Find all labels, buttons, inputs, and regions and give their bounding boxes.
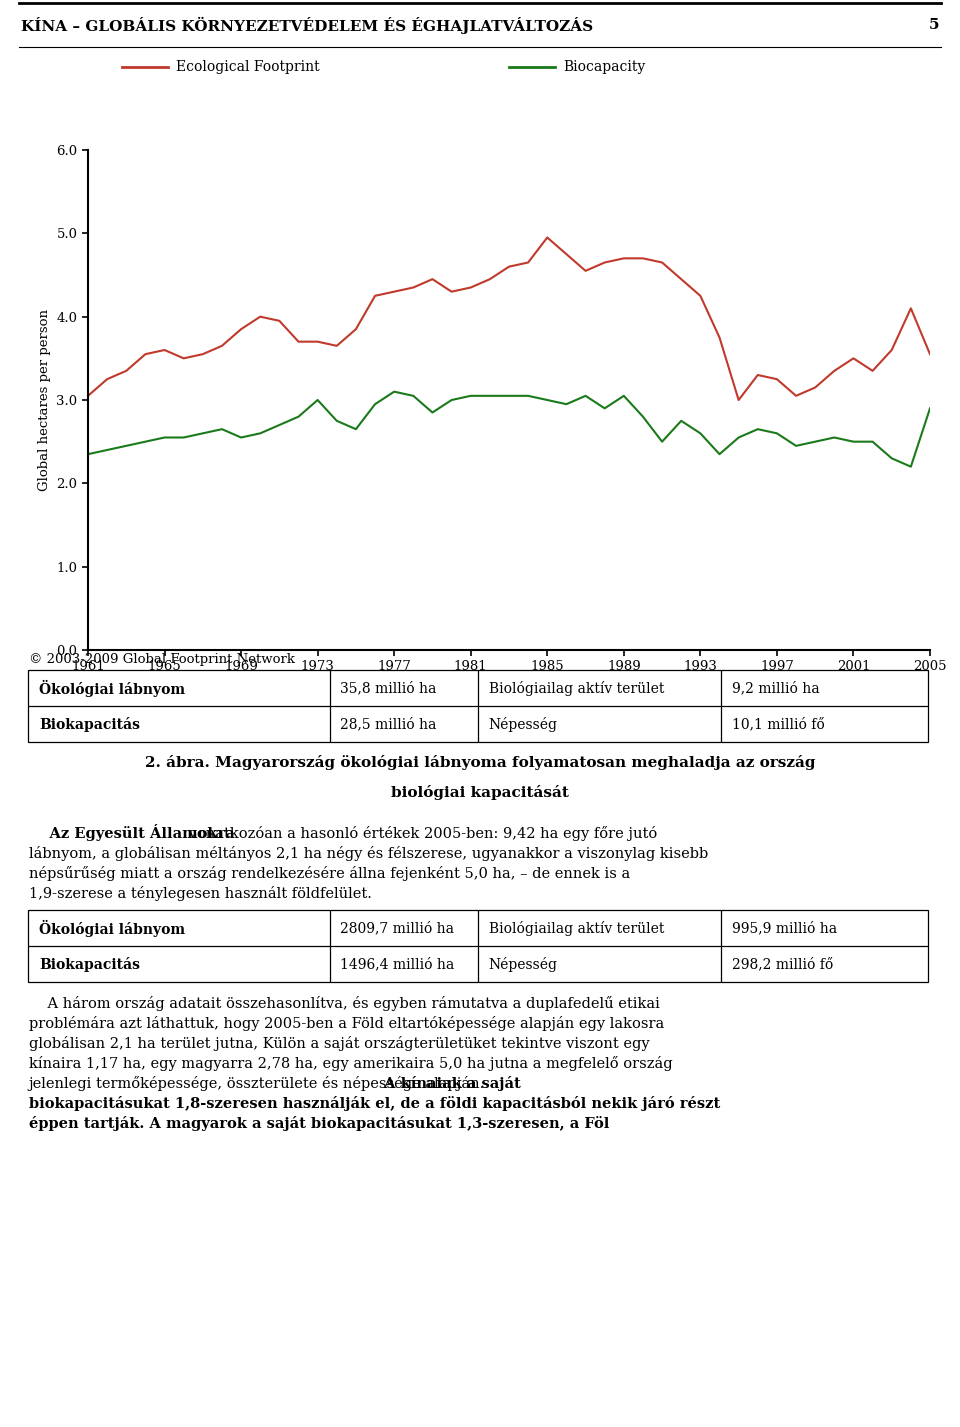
Text: A kínaiak a saját: A kínaiak a saját bbox=[379, 1076, 521, 1092]
Text: Ecological Footprint: Ecological Footprint bbox=[177, 60, 320, 74]
Text: Biocapacity: Biocapacity bbox=[564, 60, 646, 74]
Text: 5: 5 bbox=[928, 19, 939, 31]
Text: Ökológiai lábnyom: Ökológiai lábnyom bbox=[38, 919, 185, 936]
Text: globálisan 2,1 ha terület jutna, Külön a saját országterületüket tekintve viszon: globálisan 2,1 ha terület jutna, Külön a… bbox=[29, 1036, 649, 1052]
Text: Népesség: Népesség bbox=[489, 956, 558, 972]
Text: éppen tartják. A magyarok a saját biokapacitásukat 1,3-szeresen, a Föl: éppen tartják. A magyarok a saját biokap… bbox=[29, 1116, 610, 1132]
Text: vonatkozóan a hasonló értékek 2005-ben: 9,42 ha egy főre jutó: vonatkozóan a hasonló értékek 2005-ben: … bbox=[183, 826, 657, 841]
Text: 28,5 millió ha: 28,5 millió ha bbox=[340, 716, 437, 731]
Text: 995,9 millió ha: 995,9 millió ha bbox=[732, 920, 837, 935]
Text: 1496,4 millió ha: 1496,4 millió ha bbox=[340, 958, 454, 970]
Text: 35,8 millió ha: 35,8 millió ha bbox=[340, 681, 437, 695]
Text: Ökológiai lábnyom: Ökológiai lábnyom bbox=[38, 679, 185, 696]
Text: A három ország adatait összehasonlítva, és egyben rámutatva a duplafedelű etikai: A három ország adatait összehasonlítva, … bbox=[29, 996, 660, 1010]
Text: biokapacitásukat 1,8-szeresen használják el, de a földi kapacitásból nekik járó : biokapacitásukat 1,8-szeresen használják… bbox=[29, 1096, 720, 1112]
Text: biológiai kapacitását: biológiai kapacitását bbox=[391, 785, 569, 801]
Text: 2809,7 millió ha: 2809,7 millió ha bbox=[340, 920, 454, 935]
Text: Biokapacitás: Biokapacitás bbox=[38, 716, 140, 732]
Text: 298,2 millió fő: 298,2 millió fő bbox=[732, 958, 833, 970]
Text: kínaira 1,17 ha, egy magyarra 2,78 ha, egy amerikaira 5,0 ha jutna a megfelelő o: kínaira 1,17 ha, egy magyarra 2,78 ha, e… bbox=[29, 1056, 672, 1072]
Text: 9,2 millió ha: 9,2 millió ha bbox=[732, 681, 820, 695]
Text: KÍNA – GLOBÁLIS KÖRNYEZETVÉDELEM ÉS ÉGHAJLATVÁLTOZÁS: KÍNA – GLOBÁLIS KÖRNYEZETVÉDELEM ÉS ÉGHA… bbox=[21, 17, 593, 34]
Text: Az Egyesült Államokra: Az Egyesült Államokra bbox=[29, 823, 234, 841]
Text: Biológiailag aktív terület: Biológiailag aktív terület bbox=[489, 920, 664, 936]
Text: problémára azt láthattuk, hogy 2005-ben a Föld eltartóképessége alapján egy lako: problémára azt láthattuk, hogy 2005-ben … bbox=[29, 1016, 664, 1030]
Text: népsűrűség miatt a ország rendelkezésére állna fejenként 5,0 ha, – de ennek is a: népsűrűség miatt a ország rendelkezésére… bbox=[29, 866, 630, 880]
Text: lábnyom, a globálisan méltányos 2,1 ha négy és félszerese, ugyanakkor a viszonyl: lábnyom, a globálisan méltányos 2,1 ha n… bbox=[29, 846, 708, 860]
Y-axis label: Global hectares per person: Global hectares per person bbox=[37, 310, 51, 491]
Text: 1,9-szerese a ténylegesen használt földfelület.: 1,9-szerese a ténylegesen használt földf… bbox=[29, 886, 372, 900]
Text: Biológiailag aktív terület: Biológiailag aktív terület bbox=[489, 681, 664, 695]
Text: Biokapacitás: Biokapacitás bbox=[38, 956, 140, 972]
Text: Népesség: Népesség bbox=[489, 716, 558, 732]
Text: © 2003-2009 Global Footprint Network: © 2003-2009 Global Footprint Network bbox=[29, 652, 295, 665]
Text: 2. ábra. Magyarország ökológiai lábnyoma folyamatosan meghaladja az ország: 2. ábra. Magyarország ökológiai lábnyoma… bbox=[145, 755, 815, 771]
Text: jelenlegi termőképessége, összterülete és népessége alapján.: jelenlegi termőképessége, összterülete é… bbox=[29, 1076, 485, 1092]
Text: 10,1 millió fő: 10,1 millió fő bbox=[732, 716, 825, 731]
